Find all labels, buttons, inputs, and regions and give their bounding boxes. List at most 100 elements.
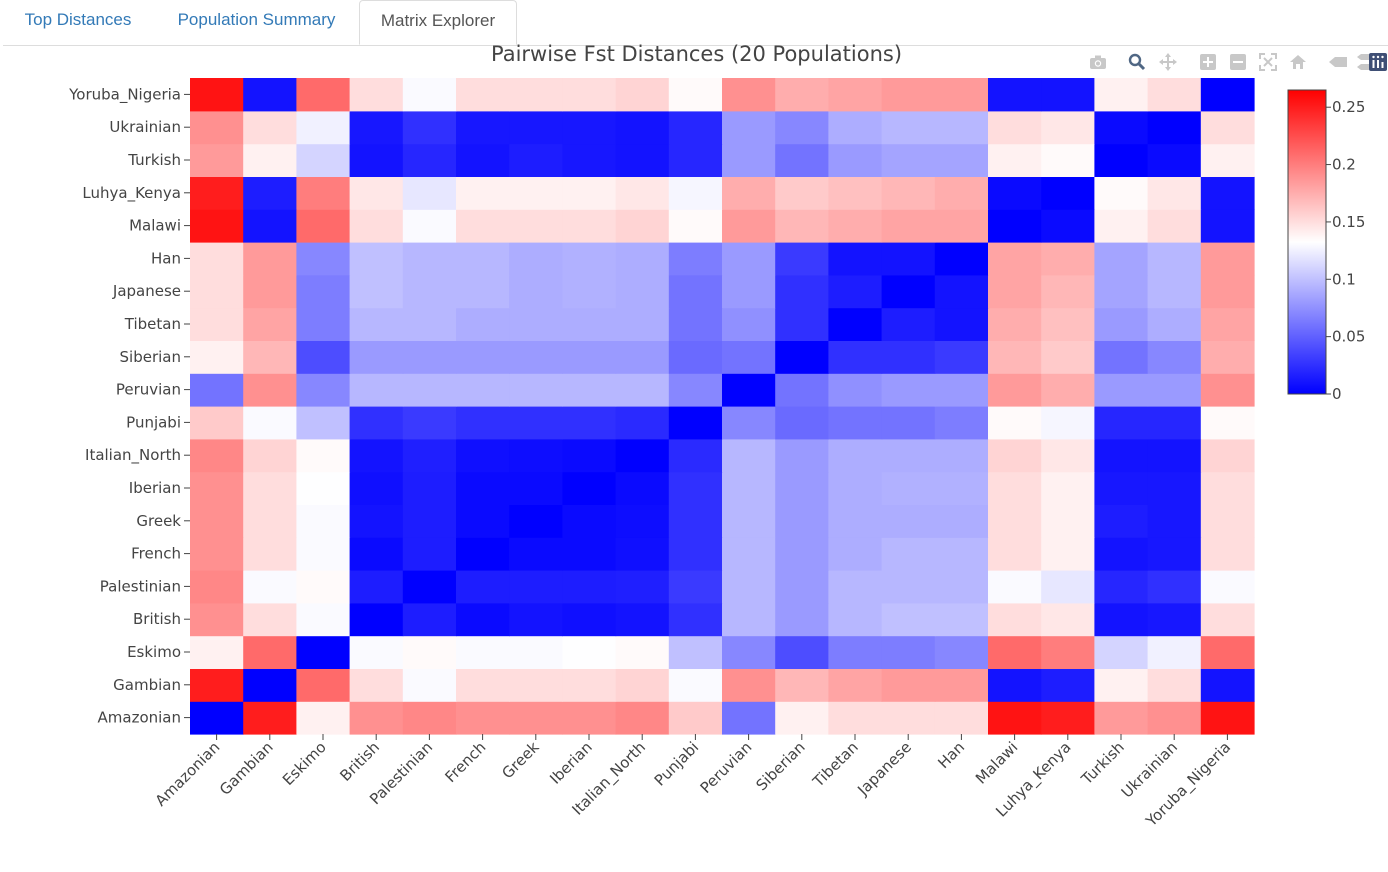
heatmap-cell: [296, 176, 351, 210]
heatmap-cell: [668, 438, 723, 473]
heatmap-cell: [296, 570, 351, 604]
heatmap-cell: [1200, 570, 1255, 604]
heatmap-cell: [988, 340, 1042, 374]
heatmap-cell: [349, 701, 404, 735]
heatmap-cell: [722, 537, 776, 571]
pan-icon[interactable]: [1158, 52, 1178, 72]
heatmap-cell: [988, 242, 1042, 276]
heatmap-cell: [1200, 274, 1255, 309]
heatmap-cell: [456, 471, 510, 505]
y-tick-label: Siberian: [120, 348, 181, 366]
heatmap-cell: [828, 504, 883, 538]
reset-axes-icon[interactable]: [1288, 52, 1308, 72]
heatmap-cell: [775, 438, 829, 473]
tab-matrix-explorer[interactable]: Matrix Explorer: [359, 0, 517, 45]
heatmap-cell: [775, 471, 829, 505]
y-tick-label: Luhya_Kenya: [82, 184, 181, 203]
heatmap-cell: [243, 504, 297, 538]
heatmap-cell: [296, 110, 351, 145]
heatmap-cell: [296, 242, 351, 276]
camera-icon[interactable]: [1088, 52, 1108, 72]
heatmap-cell: [615, 504, 670, 538]
y-tick-label: British: [133, 610, 181, 628]
heatmap-cell: [562, 143, 617, 177]
heatmap-cell: [1041, 176, 1095, 210]
heatmap-cell: [349, 438, 404, 473]
heatmap-cell: [190, 504, 244, 538]
heatmap-cell: [296, 274, 351, 309]
heatmap-cell: [828, 110, 883, 145]
heatmap-cell: [615, 602, 670, 637]
heatmap-cell: [456, 340, 510, 374]
heatmap-cell: [190, 602, 244, 637]
heatmap-cell: [668, 340, 723, 374]
heatmap-cell: [243, 307, 297, 341]
heatmap-cell: [402, 471, 457, 505]
heatmap-cell: [722, 635, 776, 669]
heatmap-cell: [828, 406, 883, 440]
heatmap-cell: [243, 78, 297, 112]
tab-population-summary[interactable]: Population Summary: [177, 10, 336, 29]
heatmap-cell: [1094, 438, 1149, 473]
modebar: [1048, 52, 1388, 72]
heatmap-cell: [349, 635, 404, 669]
plotly-logo-icon[interactable]: [1368, 52, 1388, 72]
heatmap-cell: [934, 635, 989, 669]
x-tick-label: British: [336, 738, 383, 785]
heatmap-cell: [562, 406, 617, 440]
y-tick-label: Iberian: [129, 479, 181, 497]
heatmap-cell: [509, 307, 563, 341]
heatmap-cell: [349, 307, 404, 341]
heatmap-cell: [296, 143, 351, 177]
heatmap-cell: [722, 471, 776, 505]
heatmap-cell: [509, 274, 563, 309]
heatmap-cell: [615, 176, 670, 210]
y-tick-label: French: [131, 545, 181, 563]
heatmap-cell: [402, 406, 457, 440]
heatmap-cell: [509, 635, 563, 669]
heatmap-cell: [402, 143, 457, 177]
heatmap-cell: [456, 602, 510, 637]
heatmap-cell: [668, 307, 723, 341]
heatmap-cell: [1147, 340, 1202, 374]
heatmap-cell: [668, 570, 723, 604]
heatmap-cell: [934, 504, 989, 538]
y-tick-label: Eskimo: [127, 643, 181, 661]
tab-top-distances[interactable]: Top Distances: [24, 10, 132, 29]
heatmap-cell: [1200, 143, 1255, 177]
x-tick-label: French: [441, 738, 489, 786]
heatmap-cell: [243, 471, 297, 505]
heatmap-cell: [1147, 537, 1202, 571]
heatmap-cell: [668, 274, 723, 309]
heatmap-cell: [722, 373, 776, 407]
zoom-out-icon[interactable]: [1228, 52, 1248, 72]
heatmap-cell: [1147, 438, 1202, 473]
heatmap-cell: [828, 701, 883, 735]
heatmap-cell: [402, 307, 457, 341]
heatmap-cell: [296, 373, 351, 407]
heatmap-cell: [402, 209, 457, 243]
heatmap-cell: [456, 307, 510, 341]
heatmap-cell: [775, 570, 829, 604]
heatmap-cell: [296, 406, 351, 440]
heatmap-cell: [402, 373, 457, 407]
heatmap-cell: [1147, 668, 1202, 702]
heatmap-cell: [1094, 78, 1149, 112]
heatmap-cell: [243, 701, 297, 735]
autoscale-icon[interactable]: [1258, 52, 1278, 72]
colorbar-tick-label: 0.25: [1332, 98, 1365, 116]
heatmap-cell: [1041, 602, 1095, 637]
heatmap-cell: [509, 209, 563, 243]
heatmap-cell: [1041, 242, 1095, 276]
heatmap-cell: [881, 78, 936, 112]
zoom-icon[interactable]: [1127, 52, 1147, 72]
heatmap-cell: [456, 570, 510, 604]
zoom-in-icon[interactable]: [1198, 52, 1218, 72]
heatmap-cell: [1200, 668, 1255, 702]
heatmap-cell: [988, 176, 1042, 210]
heatmap-cell: [1094, 110, 1149, 145]
heatmap-cell: [881, 307, 936, 341]
heatmap-cell: [562, 537, 617, 571]
hover-closest-icon[interactable]: [1328, 52, 1348, 72]
heatmap-cell: [562, 373, 617, 407]
